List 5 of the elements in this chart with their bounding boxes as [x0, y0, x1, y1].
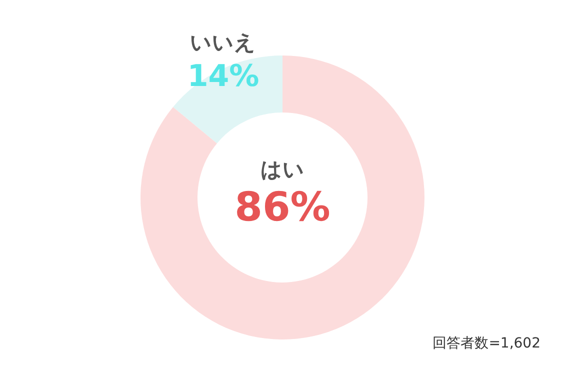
data-label: 14% [187, 59, 260, 94]
data-label: 86% [234, 184, 330, 230]
slice-label: はい [260, 158, 304, 182]
slice-label: いいえ [190, 30, 256, 55]
text: 回答者数=1,602 [432, 336, 541, 352]
